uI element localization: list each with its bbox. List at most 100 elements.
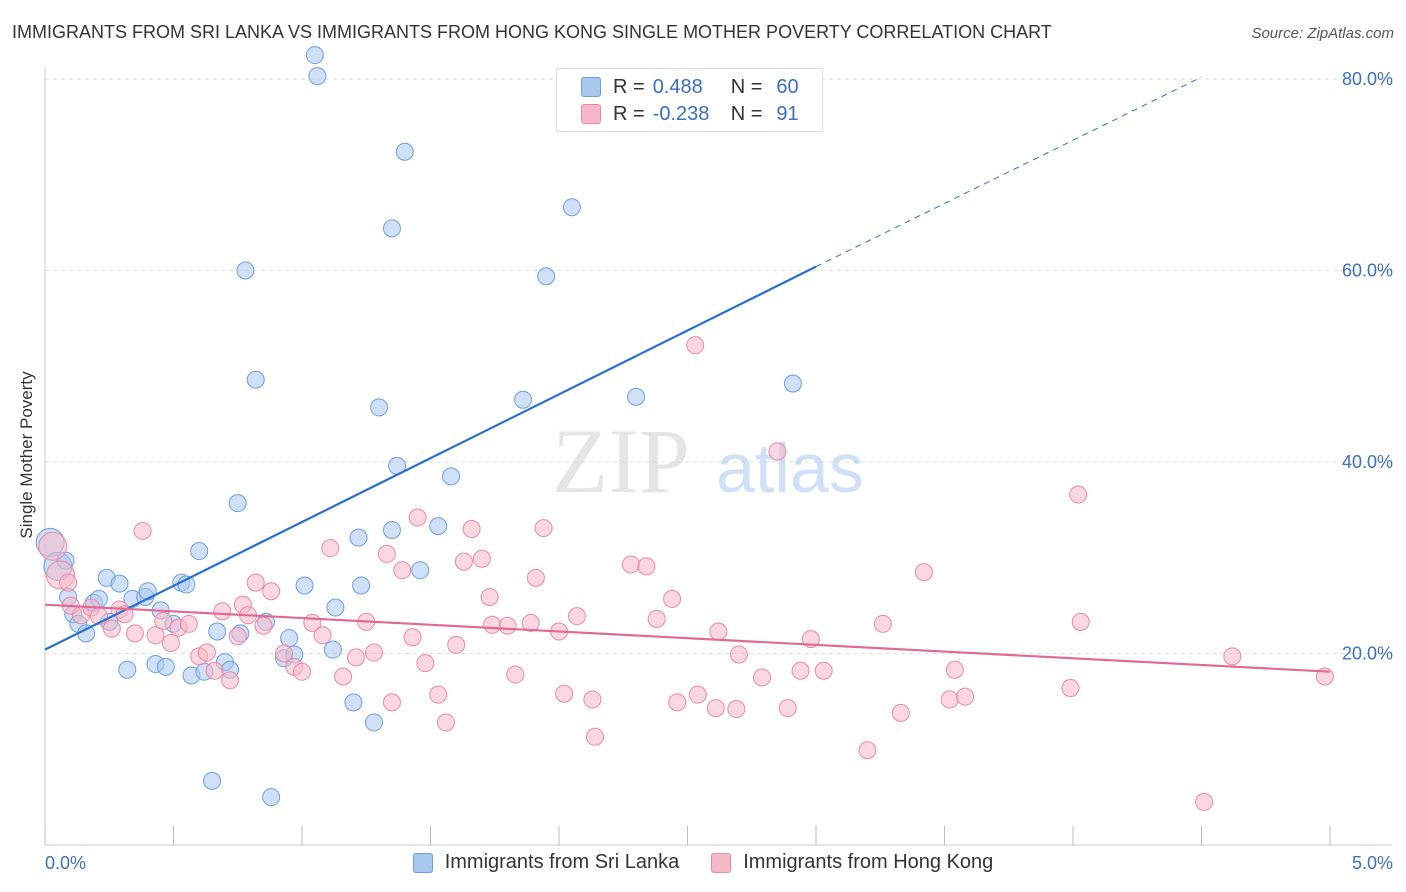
sri-lanka-point [323,640,342,659]
hong-kong-point [621,555,640,574]
legend-r-label: R = [613,75,645,98]
sri-lanka-point [352,576,371,595]
legend-n-value: 91 [776,102,799,125]
hong-kong-point [393,561,412,580]
legend-r-value: -0.238 [652,102,710,125]
sri-lanka-point [280,629,299,648]
hong-kong-point [555,684,574,703]
sri-lanka-point [349,528,368,547]
hong-kong-point [729,645,748,664]
hong-kong-point [275,644,294,663]
hong-kong-point [154,611,173,630]
chart-source: Source: ZipAtlas.com [1251,25,1394,42]
series-legend-sri-lanka: Immigrants from Sri Lanka [412,851,680,874]
y-tick-label: 40.0% [1342,452,1393,472]
hong-kong-point [334,667,353,686]
hong-kong-point [246,573,265,592]
y-tick-label: 20.0% [1342,644,1393,664]
correlation-legend: R = 0.488 N = 60 R = -0.238 N = 91 [556,68,823,132]
sri-lanka-point [203,771,222,790]
series-legend-hong-kong: Immigrants from Hong Kong [711,851,993,874]
hong-kong-point [753,668,772,687]
hong-kong-point [668,693,687,712]
hong-kong-point [940,690,959,709]
hong-kong-point [778,699,797,718]
sri-lanka-point [208,622,227,641]
hong-kong-point [637,557,656,576]
sri-lanka-point [382,520,401,539]
sri-lanka-point [395,142,414,161]
hong-kong-point [161,633,180,652]
hong-kong-point [956,687,975,706]
sri-lanka-point [236,261,255,280]
sri-lanka-point [627,387,646,406]
hong-kong-point [814,661,833,680]
legend-n-value: 60 [776,75,799,98]
sri-lanka-point [382,219,401,238]
hong-kong-point [205,661,224,680]
trend-lines [44,76,1331,673]
series-name-hong-kong: Immigrants from Hong Kong [743,851,994,873]
sri-lanka-point [562,198,581,217]
hong-kong-point [346,648,365,667]
sri-lanka-point [442,467,461,486]
hong-kong-point [480,588,499,607]
hong-kong-point [858,741,877,760]
watermark-atlas: atlas [716,429,864,507]
hong-kong-point [1195,792,1214,811]
series-legend: Immigrants from Sri Lanka Immigrants fro… [0,851,1406,874]
hong-kong-point [727,700,746,719]
sri-lanka-point [190,542,209,561]
x-tick-label: 5.0% [1352,853,1393,873]
hong-kong-point [583,690,602,709]
hong-kong-point [585,727,604,746]
hong-kong-point [472,549,491,568]
series-name-sri-lanka: Immigrants from Sri Lanka [444,851,680,873]
y-tick-label: 80.0% [1342,69,1393,89]
hong-kong-point [221,671,240,690]
hong-kong-point [1069,485,1088,504]
legend-r-value: 0.488 [652,75,703,98]
hong-kong-point [483,615,502,634]
hong-kong-point [706,699,725,718]
sri-lanka-point [308,67,327,86]
tick-labels: 0.0% 5.0% 20.0% 40.0% 60.0% 80.0% [45,69,1393,873]
sri-lanka-point [262,788,281,807]
hong-kong-point [1061,678,1080,697]
sri-lanka-point [118,660,137,679]
hong-kong-point [791,661,810,680]
hong-kong-point [403,628,422,647]
sri-lanka-point [138,582,157,601]
hong-kong-trend-line [44,603,1331,673]
sri-lanka-point [326,598,345,617]
legend-n-label: N = [730,102,763,125]
watermark-zip: ZIP [552,410,690,512]
hong-kong-point [59,573,78,592]
sri-lanka-point [295,576,314,595]
sri-lanka-point [305,46,324,65]
hong-kong-point [873,614,892,633]
hong-kong-point [102,619,121,638]
hong-kong-point [891,703,910,722]
data-points [35,46,1334,811]
sri-lanka-trend-extension [815,76,1202,268]
hong-kong-point [364,643,383,662]
y-tick-label: 60.0% [1342,261,1393,281]
sri-lanka-trend-line [44,265,817,651]
hong-kong-point [133,521,152,540]
hong-kong-point [408,508,427,527]
legend-swatch-sri-lanka [581,77,601,97]
hong-kong-point [179,614,198,633]
chart-title: IMMIGRANTS FROM SRI LANKA VS IMMIGRANTS … [12,22,1052,42]
hong-kong-point [647,610,666,629]
hong-kong-point [447,635,466,654]
sri-lanka-point [537,267,556,286]
series-swatch-hong-kong [711,852,732,873]
hong-kong-point [382,693,401,712]
sri-lanka-point [246,370,265,389]
hong-kong-point [521,613,540,632]
sri-lanka-point [370,398,389,417]
sri-lanka-point [411,561,430,580]
hong-kong-point [663,589,682,608]
